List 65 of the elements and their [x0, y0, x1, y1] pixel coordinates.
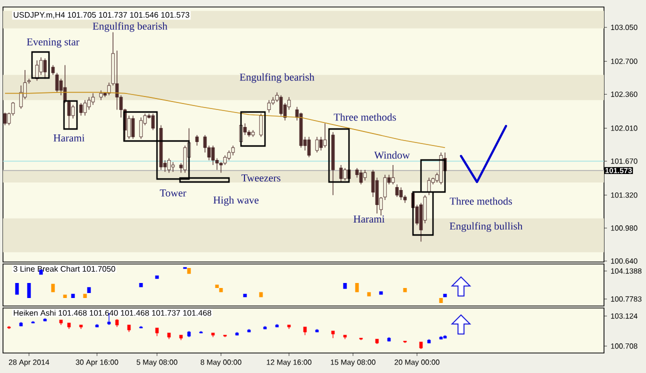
candlestick [3, 112, 7, 126]
bar [139, 283, 143, 288]
annotation: Window [374, 151, 410, 159]
chart-title: Heiken Ashi 101.468 101.640 101.468 101.737 101.468 [14, 310, 212, 316]
bar [155, 276, 159, 279]
candlestick [183, 145, 187, 174]
bar [439, 298, 443, 303]
bar [443, 294, 447, 298]
candlestick [151, 113, 155, 130]
candlestick [167, 158, 171, 174]
candlestick [307, 136, 311, 158]
annotation: Engulfing bearish [92, 22, 168, 32]
bar [259, 292, 263, 298]
bar [187, 268, 191, 274]
annotation: Engulfing bearish [240, 73, 314, 83]
candlestick [267, 100, 271, 114]
chart-title: 3 Line Break Chart 101.7050 [14, 266, 116, 272]
text: USDJPY.m,H4 101.705 101.737 101.546 101.573 [14, 12, 190, 19]
candlestick [139, 117, 143, 140]
bar [71, 294, 75, 298]
candlestick [231, 145, 235, 156]
candlestick [79, 102, 83, 116]
candlestick [323, 123, 327, 148]
candlestick [195, 134, 199, 146]
candlestick [99, 90, 103, 100]
annotation: Tweezers [241, 174, 280, 182]
candlestick [399, 186, 403, 200]
candlestick [395, 184, 399, 198]
bar [15, 283, 19, 295]
annotation: Engulfing bullish [450, 222, 522, 232]
candlestick [359, 170, 363, 185]
candlestick [171, 162, 175, 172]
candlestick [427, 177, 431, 196]
bar [83, 294, 87, 298]
annotation: Evening star [26, 38, 80, 48]
bar [87, 287, 91, 293]
bar [51, 284, 55, 292]
candlestick [43, 58, 47, 80]
candlestick [71, 104, 75, 119]
candlestick [391, 164, 395, 185]
annotation: Three methods [450, 197, 512, 205]
candlestick [339, 164, 343, 183]
bar [343, 283, 347, 289]
annotation: High wave [213, 196, 259, 206]
candlestick [343, 168, 347, 181]
annotation: Three methods [334, 113, 396, 121]
candlestick [131, 115, 135, 140]
annotation: Tower [160, 190, 186, 196]
candlestick [259, 113, 263, 138]
bar [219, 288, 223, 292]
bar [215, 284, 219, 288]
bar [27, 283, 31, 298]
bar [355, 283, 359, 292]
bar [63, 294, 67, 298]
annotation: Harami [54, 134, 85, 142]
bar [379, 291, 383, 295]
candlestick [35, 60, 39, 82]
bar [367, 292, 371, 296]
bar [403, 288, 407, 292]
candlestick [83, 100, 87, 116]
line-series [4, 92, 446, 148]
candlestick [315, 136, 319, 153]
annotation: Harami [354, 216, 385, 223]
candlestick [363, 170, 367, 181]
bar [243, 294, 247, 298]
